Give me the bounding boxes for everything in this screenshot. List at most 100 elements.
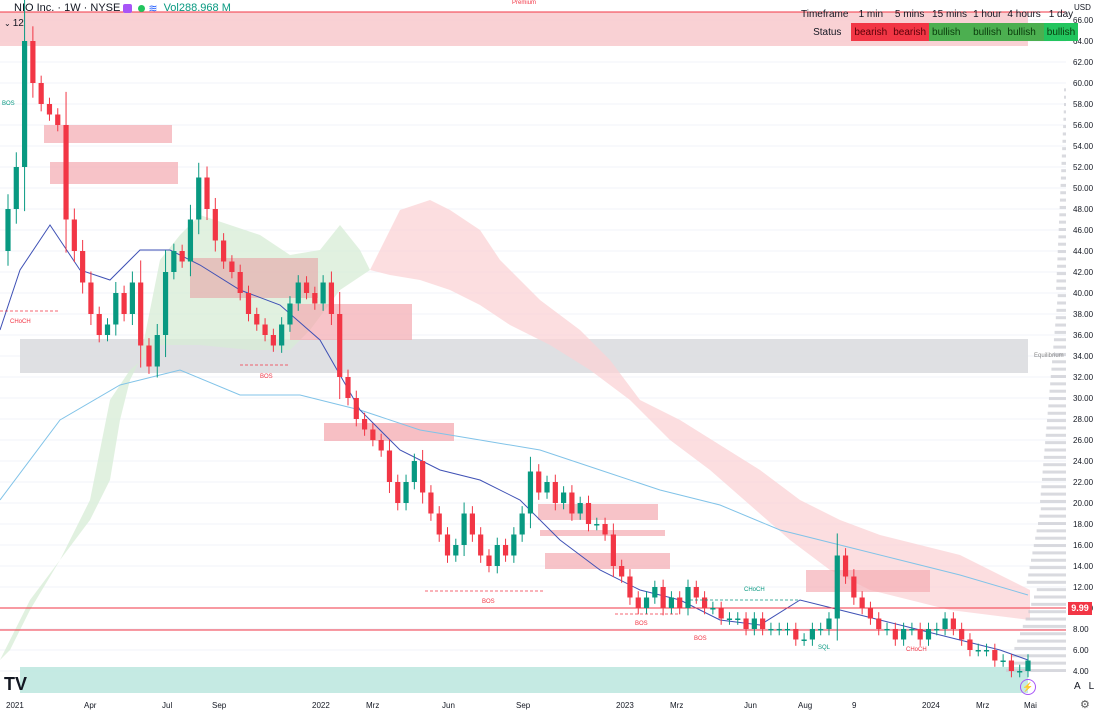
candle-body[interactable] (511, 534, 517, 556)
candle-body[interactable] (328, 282, 335, 315)
candle-body[interactable] (561, 492, 567, 504)
candle-body[interactable] (627, 576, 633, 598)
candle-body[interactable] (104, 324, 111, 336)
candle-body[interactable] (992, 650, 998, 661)
candle-body[interactable] (925, 629, 932, 640)
candle-body[interactable] (395, 482, 401, 503)
candle-body[interactable] (71, 219, 77, 252)
candle-body[interactable] (162, 272, 169, 335)
candle-body[interactable] (63, 125, 69, 220)
candle-body[interactable] (254, 314, 260, 325)
candle-body[interactable] (851, 576, 857, 598)
candle-body[interactable] (38, 83, 44, 104)
candle-body[interactable] (378, 440, 384, 451)
candle-body[interactable] (934, 629, 940, 631)
candle-body[interactable] (693, 587, 699, 598)
candle-body[interactable] (80, 251, 86, 283)
candle-body[interactable] (552, 482, 558, 503)
candle-body[interactable] (386, 450, 393, 483)
candle-body[interactable] (619, 566, 625, 577)
auto-scale-button[interactable]: A (1074, 681, 1081, 692)
candle-body[interactable] (536, 471, 542, 493)
candle-body[interactable] (585, 503, 592, 524)
candle-body[interactable] (917, 629, 923, 640)
wave-icon[interactable]: ≋ (148, 2, 158, 15)
candle-body[interactable] (718, 608, 724, 619)
candle-body[interactable] (602, 524, 608, 535)
candle-body[interactable] (975, 650, 981, 652)
candle-body[interactable] (320, 282, 326, 304)
candle-body[interactable] (129, 282, 135, 315)
candle-body[interactable] (826, 618, 832, 630)
candle-body[interactable] (21, 41, 28, 167)
candle-body[interactable] (411, 461, 417, 482)
candle-body[interactable] (1008, 660, 1015, 672)
candle-body[interactable] (420, 461, 426, 493)
candle-body[interactable] (901, 629, 907, 640)
candle-body[interactable] (179, 251, 185, 262)
candle-body[interactable] (751, 618, 757, 630)
candle-body[interactable] (1017, 671, 1023, 673)
chart-type-icon[interactable] (123, 3, 133, 13)
candle-body[interactable] (768, 629, 774, 631)
candle-body[interactable] (262, 324, 268, 336)
candle-body[interactable] (436, 513, 442, 535)
candle-body[interactable] (909, 629, 915, 631)
candle-body[interactable] (760, 618, 766, 630)
candle-body[interactable] (187, 219, 194, 262)
candle-body[interactable] (967, 639, 973, 651)
candle-body[interactable] (370, 429, 376, 441)
candle-body[interactable] (502, 545, 509, 556)
candle-body[interactable] (486, 555, 492, 567)
candle-body[interactable] (884, 629, 890, 631)
candle-body[interactable] (303, 282, 310, 294)
candle-body[interactable] (892, 629, 898, 640)
candle-body[interactable] (677, 597, 683, 609)
candle-body[interactable] (88, 282, 94, 315)
candle-body[interactable] (776, 629, 782, 631)
candle-body[interactable] (287, 303, 293, 325)
candle-body[interactable] (867, 608, 874, 619)
candle-body[interactable] (279, 324, 285, 346)
candle-body[interactable] (353, 398, 359, 419)
candle-body[interactable] (685, 587, 691, 608)
candle-body[interactable] (594, 524, 600, 526)
candle-body[interactable] (453, 545, 459, 556)
candle-body[interactable] (859, 597, 865, 609)
candle-body[interactable] (121, 293, 127, 314)
candle-body[interactable] (478, 534, 484, 556)
candle-body[interactable] (46, 104, 53, 115)
candle-body[interactable] (701, 597, 708, 609)
candle-body[interactable] (312, 293, 318, 304)
candle-body[interactable] (345, 377, 351, 398)
candle-body[interactable] (1000, 660, 1006, 663)
candle-body[interactable] (5, 209, 11, 251)
candle-body[interactable] (361, 419, 368, 430)
candle-body[interactable] (668, 597, 675, 609)
lightning-icon[interactable]: ⚡ (1020, 679, 1036, 695)
candle-body[interactable] (527, 471, 534, 514)
candle-body[interactable] (569, 492, 575, 514)
symbol-title[interactable]: NIO Inc. · 1W · NYSE (14, 2, 121, 14)
candle-body[interactable] (643, 597, 650, 609)
candle-body[interactable] (735, 618, 741, 621)
tradingview-logo[interactable]: TV (4, 674, 28, 694)
candle-body[interactable] (13, 167, 19, 209)
candle-body[interactable] (660, 587, 666, 608)
candle-body[interactable] (444, 534, 451, 556)
candle-body[interactable] (113, 293, 119, 325)
candle-body[interactable] (710, 608, 716, 610)
candle-body[interactable] (519, 513, 525, 535)
log-scale-button[interactable]: L (1088, 681, 1095, 692)
candle-body[interactable] (138, 282, 144, 346)
candle-body[interactable] (337, 314, 343, 377)
candle-body[interactable] (784, 629, 791, 631)
indicator-toggle[interactable]: ⌄ 12 (4, 18, 24, 29)
settings-gear-icon[interactable]: ⚙ (1080, 699, 1090, 711)
candle-body[interactable] (801, 639, 807, 642)
candle-body[interactable] (204, 177, 210, 210)
candle-body[interactable] (544, 482, 550, 493)
candle-body[interactable] (793, 629, 799, 640)
candle-body[interactable] (428, 492, 434, 514)
